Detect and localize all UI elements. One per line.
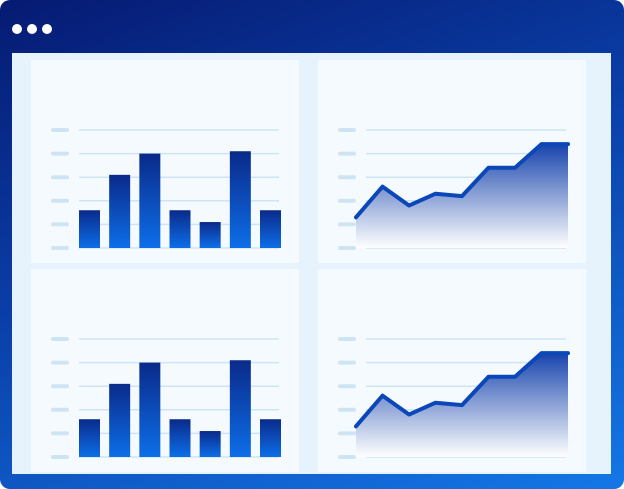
y-tick-marker (51, 246, 69, 250)
bar-7[interactable] (260, 210, 281, 248)
area-chart-bottom-right (338, 337, 570, 459)
y-tick-marker (51, 175, 69, 180)
y-tick-marker (338, 246, 356, 250)
y-tick-marker (51, 384, 69, 389)
y-tick-marker (338, 175, 356, 180)
area-chart-top-right (338, 128, 570, 250)
bar-6[interactable] (229, 360, 251, 457)
y-tick-marker (338, 455, 356, 459)
bar-chart-top-left (51, 128, 281, 250)
y-tick-marker (51, 360, 69, 365)
y-tick-marker (51, 198, 69, 203)
y-tick-marker (338, 431, 356, 436)
y-tick-marker (51, 407, 69, 412)
bar-5[interactable] (199, 431, 221, 457)
chart-panel-bottom-right (318, 269, 586, 472)
bar-4[interactable] (169, 419, 191, 457)
y-tick-marker (51, 337, 69, 341)
series-line[interactable] (354, 351, 570, 429)
y-tick-marker (338, 407, 356, 412)
y-tick-marker (51, 431, 69, 436)
chart-panel-bottom-left (31, 269, 299, 472)
bar-2[interactable] (109, 174, 131, 248)
bar-1[interactable] (79, 419, 100, 457)
y-tick-marker (338, 151, 356, 156)
window-control-dot-2[interactable] (27, 24, 37, 34)
window-control-dot-3[interactable] (42, 24, 52, 34)
y-tick-marker (338, 360, 356, 365)
bar-3[interactable] (139, 362, 161, 457)
title-bar (0, 0, 624, 52)
series-line[interactable] (354, 142, 570, 220)
y-tick-marker (338, 198, 356, 203)
bar-chart-bottom-left (51, 337, 281, 459)
y-tick-marker (338, 222, 356, 227)
bar-2[interactable] (109, 383, 131, 457)
y-tick-marker (338, 337, 356, 341)
bar-1[interactable] (79, 210, 100, 248)
y-tick-marker (338, 384, 356, 389)
y-tick-marker (51, 128, 69, 132)
bar-3[interactable] (139, 153, 161, 248)
dashboard-content (12, 53, 611, 474)
y-tick-marker (338, 128, 356, 132)
chart-panel-top-left (31, 60, 299, 263)
bar-5[interactable] (199, 222, 221, 248)
y-tick-marker (51, 455, 69, 459)
y-tick-marker (51, 151, 69, 156)
bar-7[interactable] (260, 419, 281, 457)
bar-4[interactable] (169, 210, 191, 248)
bar-6[interactable] (229, 151, 251, 248)
window-control-dot-1[interactable] (12, 24, 22, 34)
y-tick-marker (51, 222, 69, 227)
chart-panel-top-right (318, 60, 586, 263)
